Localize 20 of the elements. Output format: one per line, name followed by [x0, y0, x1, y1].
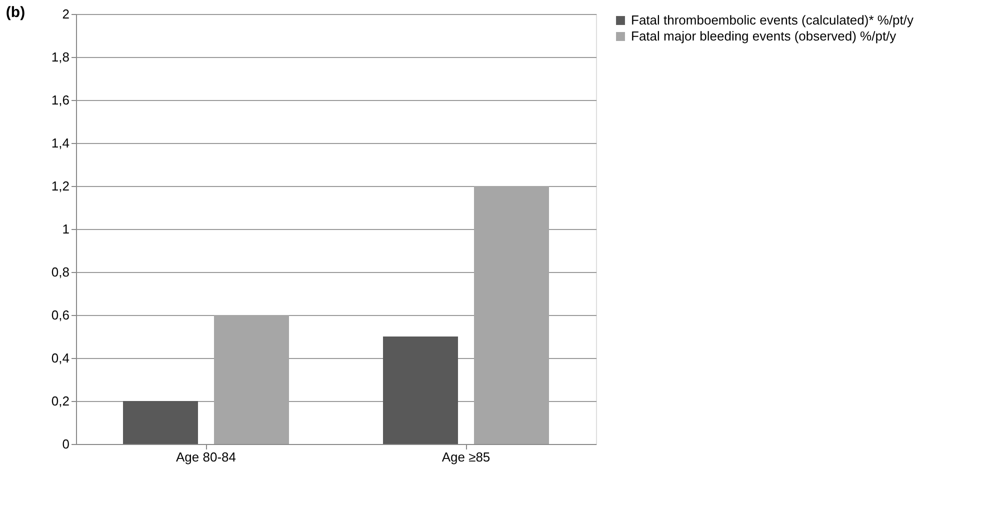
y-tick-label: 0,8: [51, 264, 70, 280]
bar: [474, 186, 549, 444]
legend-label: Fatal thromboembolic events (calculated)* %/pt/y: [631, 12, 914, 28]
y-tick-label: 1,6: [51, 92, 70, 108]
x-tick-label: Age 80-84: [176, 450, 236, 464]
x-tick-label: Age ≥85: [442, 450, 490, 464]
y-tick-label: 1,4: [51, 136, 70, 150]
bar: [123, 401, 198, 444]
y-tick-label: 0,2: [51, 394, 70, 408]
y-tick-label: 0: [62, 436, 70, 452]
y-tick-label: 1,8: [51, 50, 70, 64]
y-tick-label: 0,6: [51, 308, 70, 322]
bar: [383, 336, 458, 444]
bar: [214, 315, 289, 444]
y-tick-label: 2: [62, 6, 70, 22]
chart-title: (b): [6, 4, 26, 21]
y-tick-label: 1: [62, 222, 70, 236]
y-tick-label: 0,4: [51, 350, 70, 366]
y-tick-label: 1,2: [51, 178, 70, 194]
legend-label: Fatal major bleeding events (observed) %/pt/y: [631, 28, 897, 44]
